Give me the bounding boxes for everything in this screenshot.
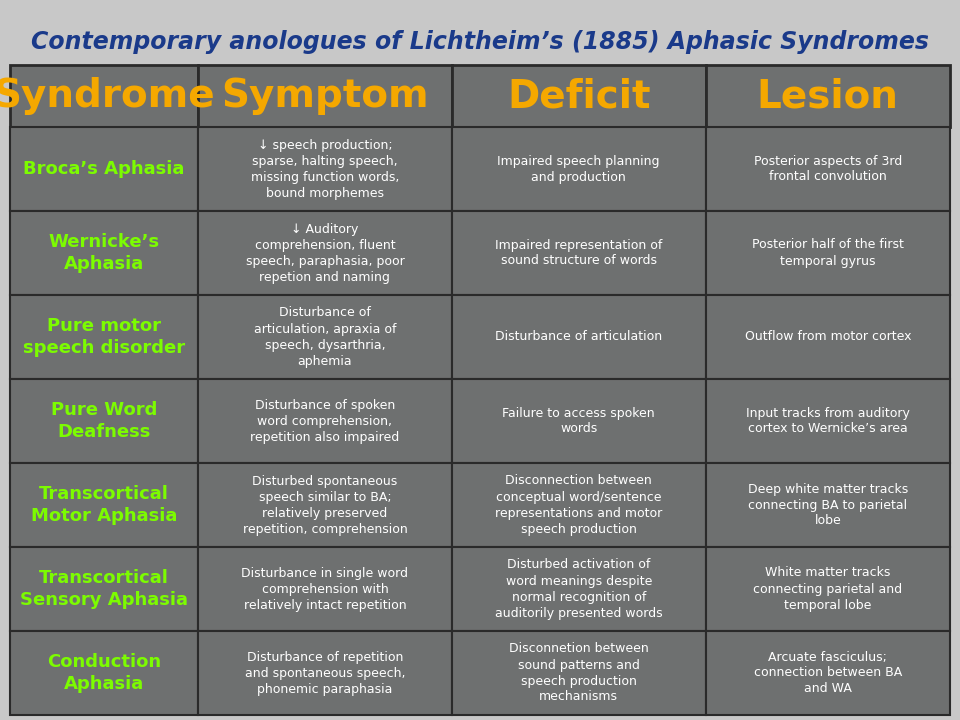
Text: Symptom: Symptom — [221, 77, 429, 115]
Bar — [706, 65, 950, 127]
Text: Disturbance of articulation: Disturbance of articulation — [495, 330, 662, 343]
Text: Impaired speech planning
and production: Impaired speech planning and production — [497, 155, 660, 184]
Bar — [198, 295, 452, 379]
Text: Deep white matter tracks
connecting BA to parietal
lobe: Deep white matter tracks connecting BA t… — [748, 482, 908, 528]
Bar — [198, 463, 452, 547]
Text: Pure motor
speech disorder: Pure motor speech disorder — [23, 317, 185, 357]
Bar — [10, 65, 198, 127]
Bar — [706, 547, 950, 631]
Text: Disturbed activation of
word meanings despite
normal recognition of
auditorily p: Disturbed activation of word meanings de… — [495, 559, 662, 619]
Bar — [198, 65, 452, 127]
Bar — [198, 379, 452, 463]
Text: Broca’s Aphasia: Broca’s Aphasia — [23, 160, 184, 178]
Text: Contemporary anologues of Lichtheim’s (1885) Aphasic Syndromes: Contemporary anologues of Lichtheim’s (1… — [31, 30, 929, 54]
Bar — [10, 295, 198, 379]
Bar — [706, 211, 950, 295]
Text: Disturbance of repetition
and spontaneous speech,
phonemic paraphasia: Disturbance of repetition and spontaneou… — [245, 650, 405, 696]
Text: Transcortical
Motor Aphasia: Transcortical Motor Aphasia — [31, 485, 178, 525]
Text: ↓ speech production;
sparse, halting speech,
missing function words,
bound morph: ↓ speech production; sparse, halting spe… — [251, 138, 399, 199]
Bar — [706, 463, 950, 547]
Text: Disturbance of spoken
word comprehension,
repetition also impaired: Disturbance of spoken word comprehension… — [251, 398, 399, 444]
Text: Input tracks from auditory
cortex to Wernicke’s area: Input tracks from auditory cortex to Wer… — [746, 407, 910, 436]
Bar — [452, 127, 706, 211]
Bar — [706, 127, 950, 211]
Text: Pure Word
Deafness: Pure Word Deafness — [51, 401, 157, 441]
Bar — [198, 631, 452, 715]
Text: Impaired representation of
sound structure of words: Impaired representation of sound structu… — [495, 238, 662, 268]
Text: Conduction
Aphasia: Conduction Aphasia — [47, 653, 161, 693]
Bar — [452, 295, 706, 379]
Bar — [706, 295, 950, 379]
Bar — [452, 65, 706, 127]
Text: Deficit: Deficit — [507, 77, 651, 115]
Bar — [452, 379, 706, 463]
Bar — [706, 631, 950, 715]
Bar — [198, 211, 452, 295]
Text: Syndrome: Syndrome — [0, 77, 215, 115]
Text: Failure to access spoken
words: Failure to access spoken words — [502, 407, 655, 436]
Text: Posterior aspects of 3rd
frontal convolution: Posterior aspects of 3rd frontal convolu… — [754, 155, 902, 184]
Text: ↓ Auditory
comprehension, fluent
speech, paraphasia, poor
repetion and naming: ↓ Auditory comprehension, fluent speech,… — [246, 222, 404, 284]
Bar — [198, 127, 452, 211]
Bar — [10, 463, 198, 547]
Text: White matter tracks
connecting parietal and
temporal lobe: White matter tracks connecting parietal … — [754, 567, 902, 611]
Text: Disconnetion between
sound patterns and
speech production
mechanisms: Disconnetion between sound patterns and … — [509, 642, 649, 703]
Text: Outflow from motor cortex: Outflow from motor cortex — [745, 330, 911, 343]
Bar — [10, 127, 198, 211]
Bar — [10, 631, 198, 715]
Bar — [452, 631, 706, 715]
Text: Disconnection between
conceptual word/sentence
representations and motor
speech : Disconnection between conceptual word/se… — [495, 474, 662, 536]
Bar — [10, 211, 198, 295]
Bar — [198, 547, 452, 631]
Text: Lesion: Lesion — [756, 77, 899, 115]
Text: Wernicke’s
Aphasia: Wernicke’s Aphasia — [48, 233, 159, 273]
Bar — [706, 379, 950, 463]
Text: Arcuate fasciculus;
connection between BA
and WA: Arcuate fasciculus; connection between B… — [754, 650, 902, 696]
Text: Disturbed spontaneous
speech similar to BA;
relatively preserved
repetition, com: Disturbed spontaneous speech similar to … — [243, 474, 407, 536]
Bar — [10, 379, 198, 463]
Text: Posterior half of the first
temporal gyrus: Posterior half of the first temporal gyr… — [752, 238, 903, 268]
Bar — [452, 463, 706, 547]
Bar — [10, 547, 198, 631]
Text: Disturbance in single word
comprehension with
relatively intact repetition: Disturbance in single word comprehension… — [241, 567, 408, 611]
Bar — [452, 211, 706, 295]
Text: Disturbance of
articulation, apraxia of
speech, dysarthria,
aphemia: Disturbance of articulation, apraxia of … — [253, 307, 396, 367]
Text: Transcortical
Sensory Aphasia: Transcortical Sensory Aphasia — [20, 569, 188, 609]
Bar — [452, 547, 706, 631]
